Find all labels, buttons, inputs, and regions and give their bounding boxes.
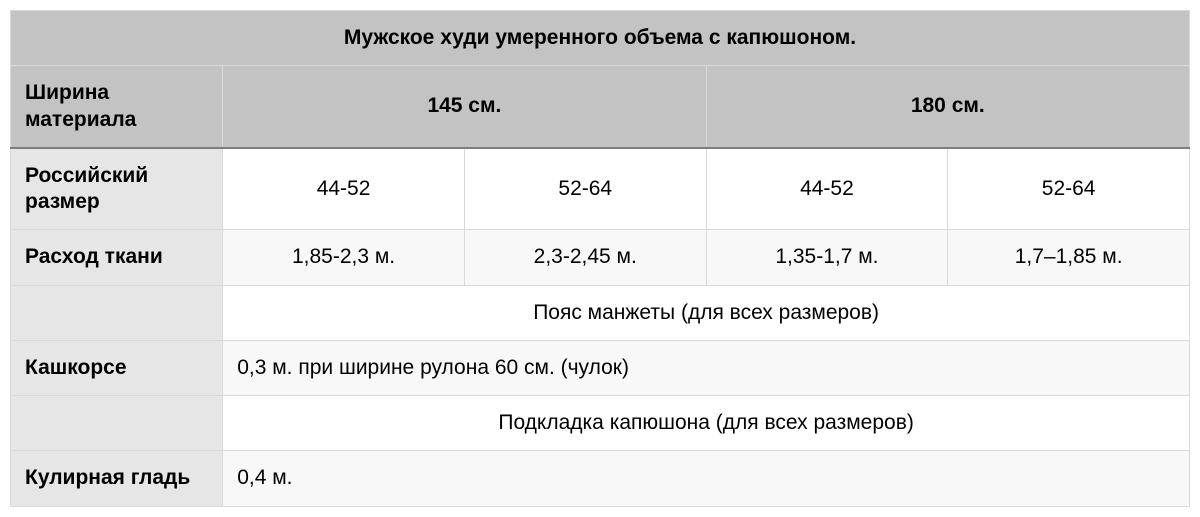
cell: 44-52 <box>706 148 948 230</box>
cell: 1,7–1,85 м. <box>948 230 1190 285</box>
row-cuff-note: Пояс манжеты (для всех размеров) <box>11 285 1190 340</box>
rowhead-fabric-usage: Расход ткани <box>11 230 223 285</box>
width-group-1: 180 см. <box>706 66 1189 148</box>
cell: 52-64 <box>464 148 706 230</box>
cell: 2,3-2,45 м. <box>464 230 706 285</box>
kulir-text: 0,4 м. <box>223 451 1190 506</box>
cell: 52-64 <box>948 148 1190 230</box>
row-fabric-usage: Расход ткани 1,85-2,3 м. 2,3-2,45 м. 1,3… <box>11 230 1190 285</box>
cell: 1,85-2,3 м. <box>223 230 465 285</box>
row-kashkorse: Кашкорсе 0,3 м. при ширине рулона 60 см.… <box>11 340 1190 395</box>
rowhead-kulir: Кулирная гладь <box>11 451 223 506</box>
title-row: Мужское худи умеренного объема с капюшон… <box>11 11 1190 66</box>
table-title: Мужское худи умеренного объема с капюшон… <box>11 11 1190 66</box>
row-russian-size: Российский размер 44-52 52-64 44-52 52-6… <box>11 148 1190 230</box>
rowhead-russian-size: Российский размер <box>11 148 223 230</box>
rowhead-empty <box>11 285 223 340</box>
width-header-label: Ширина материала <box>11 66 223 148</box>
row-hood-lining-note: Подкладка капюшона (для всех размеров) <box>11 396 1190 451</box>
size-table: Мужское худи умеренного объема с капюшон… <box>10 10 1190 507</box>
width-group-0: 145 см. <box>223 66 706 148</box>
rowhead-kashkorse: Кашкорсе <box>11 340 223 395</box>
cell: 44-52 <box>223 148 465 230</box>
width-header-row: Ширина материала 145 см. 180 см. <box>11 66 1190 148</box>
kashkorse-text: 0,3 м. при ширине рулона 60 см. (чулок) <box>223 340 1190 395</box>
size-table-container: Мужское худи умеренного объема с капюшон… <box>10 10 1190 507</box>
hood-lining-text: Подкладка капюшона (для всех размеров) <box>223 396 1190 451</box>
row-kulir: Кулирная гладь 0,4 м. <box>11 451 1190 506</box>
cuff-note-text: Пояс манжеты (для всех размеров) <box>223 285 1190 340</box>
cell: 1,35-1,7 м. <box>706 230 948 285</box>
rowhead-empty <box>11 396 223 451</box>
